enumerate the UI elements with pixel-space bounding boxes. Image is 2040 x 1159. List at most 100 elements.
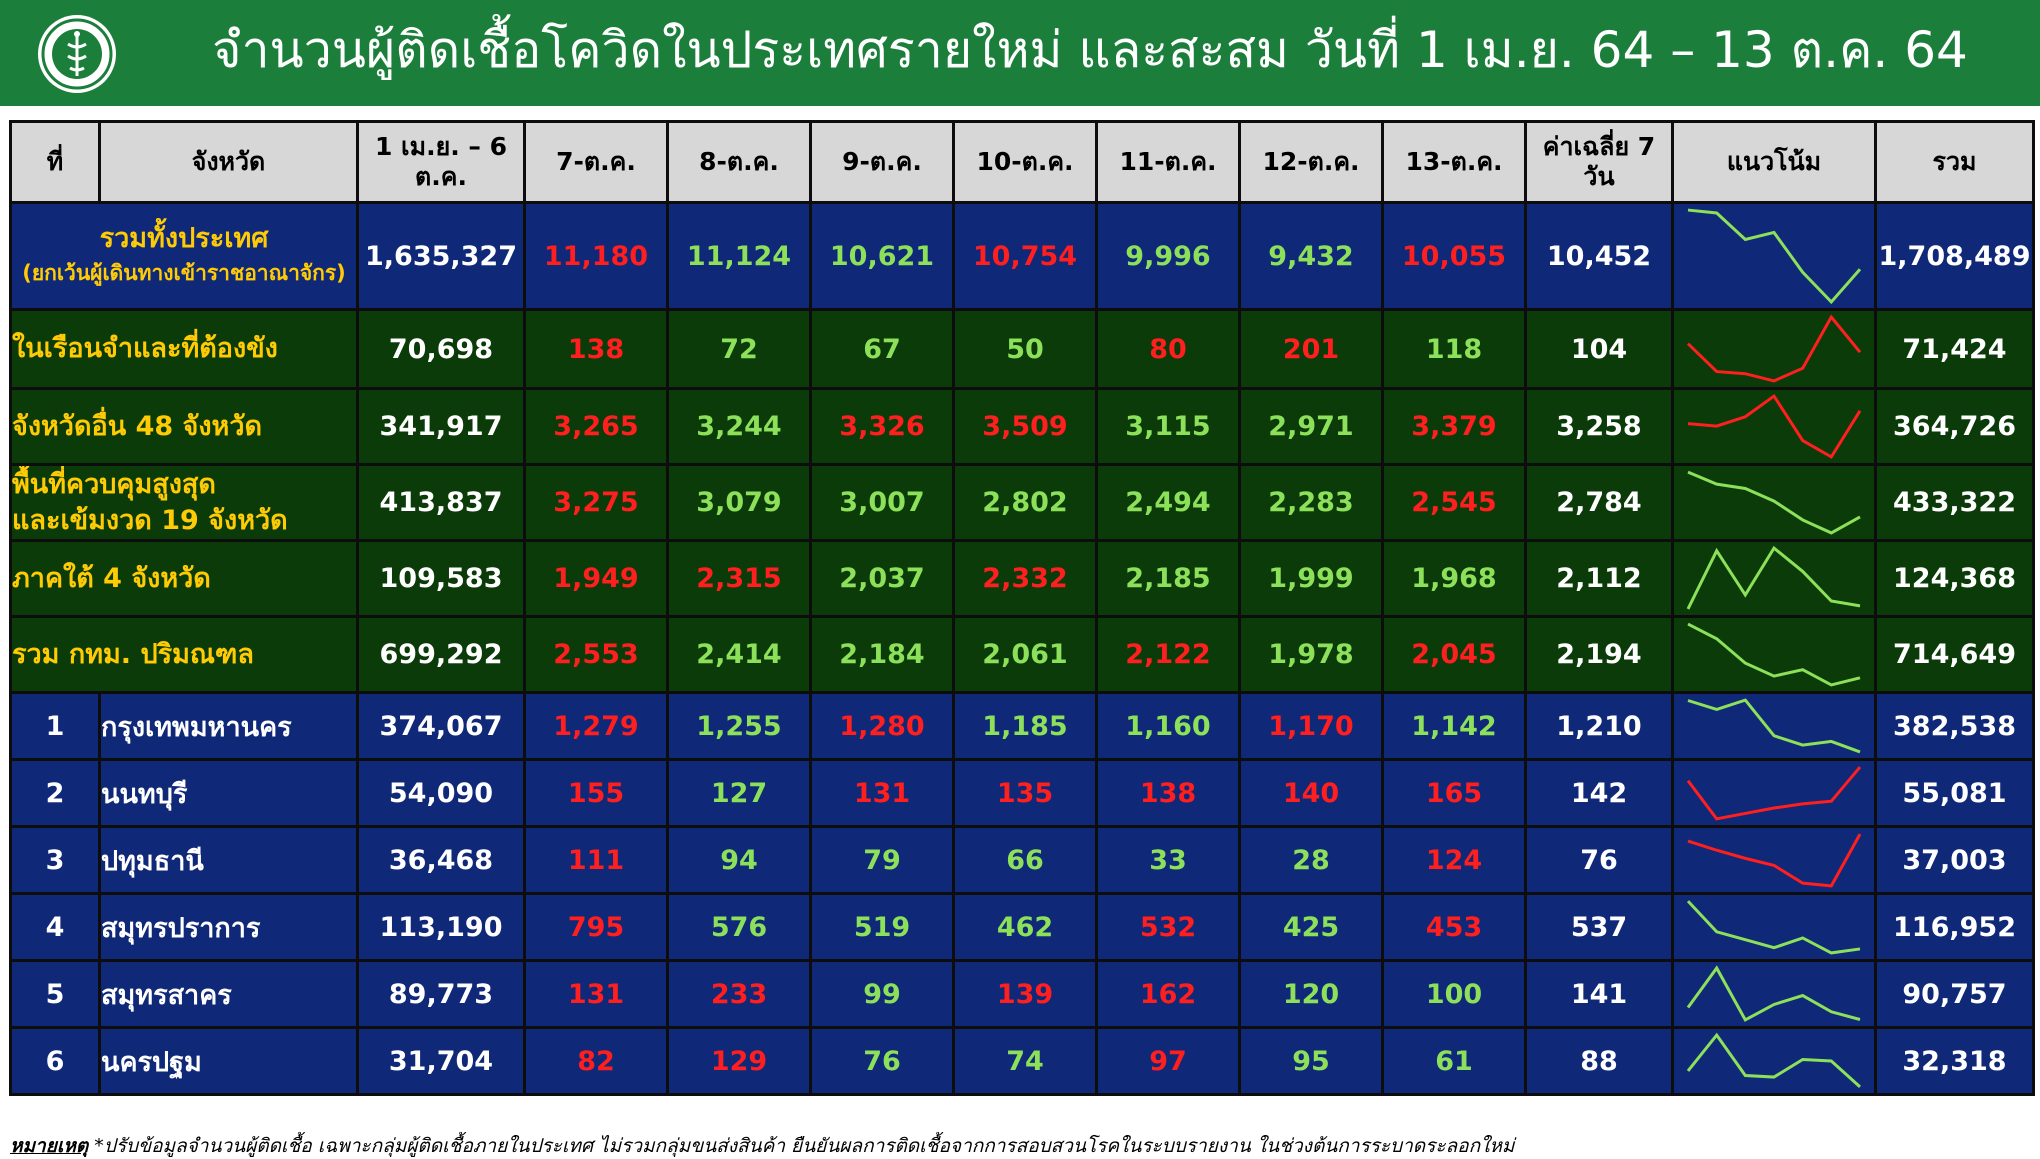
trend-line xyxy=(1688,472,1860,533)
trend-line xyxy=(1688,834,1860,886)
daily-value: 2,184 xyxy=(809,615,955,694)
daily-value: 155 xyxy=(523,758,669,828)
cumulative-value: 341,917 xyxy=(356,387,526,466)
daily-value: 3,509 xyxy=(952,387,1098,466)
daily-value: 10,754 xyxy=(952,201,1098,311)
col-header-day: 7-ต.ค. xyxy=(523,120,669,204)
daily-value: 33 xyxy=(1095,825,1241,895)
daily-value: 2,971 xyxy=(1238,387,1384,466)
trend-sparkline xyxy=(1674,962,1874,1026)
avg7-value: 1,210 xyxy=(1524,691,1674,761)
daily-value: 135 xyxy=(952,758,1098,828)
daily-value: 50 xyxy=(952,308,1098,390)
col-header-cumulative: 1 เม.ย. – 6 ต.ค. xyxy=(356,120,526,204)
daily-value: 3,275 xyxy=(523,463,669,542)
summary-row: ในเรือนจำและที่ต้องขัง 70,698 138 72 67 50 80 2… xyxy=(9,308,2035,390)
trend-sparkline-cell xyxy=(1671,892,1877,962)
avg7-value: 537 xyxy=(1524,892,1674,962)
row-number: 4 xyxy=(9,892,101,962)
col-header-day: 12-ต.ค. xyxy=(1238,120,1384,204)
trend-line xyxy=(1688,317,1860,381)
province-name: กรุงเทพมหานคร xyxy=(98,691,359,761)
row-label-line: พื้นที่ควบคุมสูงสุด xyxy=(12,468,216,500)
daily-value: 9,432 xyxy=(1238,201,1384,311)
daily-value: 2,332 xyxy=(952,539,1098,618)
ministry-logo xyxy=(38,15,116,93)
trend-line xyxy=(1688,624,1860,685)
daily-value: 124 xyxy=(1381,825,1527,895)
row-number: 5 xyxy=(9,959,101,1029)
trend-line xyxy=(1688,396,1860,457)
avg7-value: 3,258 xyxy=(1524,387,1674,466)
daily-value: 66 xyxy=(952,825,1098,895)
daily-value: 2,545 xyxy=(1381,463,1527,542)
trend-sparkline-cell xyxy=(1671,1026,1877,1096)
avg7-value: 142 xyxy=(1524,758,1674,828)
trend-sparkline-cell xyxy=(1671,201,1877,311)
trend-sparkline xyxy=(1674,694,1874,758)
row-label: ภาคใต้ 4 จังหวัด xyxy=(9,539,359,618)
row-number: 1 xyxy=(9,691,101,761)
daily-value: 532 xyxy=(1095,892,1241,962)
daily-value: 1,968 xyxy=(1381,539,1527,618)
daily-value: 425 xyxy=(1238,892,1384,962)
total-value: 116,952 xyxy=(1874,892,2035,962)
daily-value: 9,996 xyxy=(1095,201,1241,311)
daily-value: 99 xyxy=(809,959,955,1029)
daily-value: 1,185 xyxy=(952,691,1098,761)
total-value: 124,368 xyxy=(1874,539,2035,618)
daily-value: 61 xyxy=(1381,1026,1527,1096)
cumulative-value: 70,698 xyxy=(356,308,526,390)
daily-value: 3,265 xyxy=(523,387,669,466)
total-value: 714,649 xyxy=(1874,615,2035,694)
daily-value: 2,045 xyxy=(1381,615,1527,694)
daily-value: 118 xyxy=(1381,308,1527,390)
daily-value: 138 xyxy=(1095,758,1241,828)
cumulative-value: 413,837 xyxy=(356,463,526,542)
row-number: 2 xyxy=(9,758,101,828)
trend-sparkline xyxy=(1674,828,1874,892)
summary-row: พื้นที่ควบคุมสูงสุด และเข้มงวด 19 จังหวัด… xyxy=(9,463,2035,542)
daily-value: 795 xyxy=(523,892,669,962)
trend-line xyxy=(1688,210,1860,302)
avg7-value: 141 xyxy=(1524,959,1674,1029)
daily-value: 131 xyxy=(809,758,955,828)
daily-value: 2,122 xyxy=(1095,615,1241,694)
avg7-value: 76 xyxy=(1524,825,1674,895)
trend-sparkline-cell xyxy=(1671,825,1877,895)
daily-value: 11,124 xyxy=(666,201,812,311)
summary-row: รวมทั้งประเทศ (ยกเว้นผู้เดินทางเข้าราชอาณ… xyxy=(9,201,2035,311)
trend-sparkline-cell xyxy=(1671,387,1877,466)
daily-value: 1,170 xyxy=(1238,691,1384,761)
daily-value: 162 xyxy=(1095,959,1241,1029)
col-header-day: 10-ต.ค. xyxy=(952,120,1098,204)
trend-sparkline-cell xyxy=(1671,539,1877,618)
row-label: พื้นที่ควบคุมสูงสุด และเข้มงวด 19 จังหวัด xyxy=(9,463,359,542)
daily-value: 139 xyxy=(952,959,1098,1029)
cumulative-value: 113,190 xyxy=(356,892,526,962)
cumulative-value: 1,635,327 xyxy=(356,201,526,311)
province-name: นนทบุรี xyxy=(98,758,359,828)
daily-value: 131 xyxy=(523,959,669,1029)
trend-line xyxy=(1688,700,1860,752)
daily-value: 2,414 xyxy=(666,615,812,694)
avg7-value: 2,784 xyxy=(1524,463,1674,542)
col-header-day: 8-ต.ค. xyxy=(666,120,812,204)
daily-value: 3,079 xyxy=(666,463,812,542)
summary-row: ภาคใต้ 4 จังหวัด 109,583 1,949 2,315 2,037 2,… xyxy=(9,539,2035,618)
avg7-value: 104 xyxy=(1524,308,1674,390)
page-title: จำนวนผู้ติดเชื้อโควิดในประเทศรายใหม่ และ… xyxy=(212,21,1968,79)
daily-value: 1,999 xyxy=(1238,539,1384,618)
trend-sparkline xyxy=(1674,204,1874,308)
avg7-value: 2,112 xyxy=(1524,539,1674,618)
daily-value: 2,802 xyxy=(952,463,1098,542)
row-label-cell: รวมทั้งประเทศ (ยกเว้นผู้เดินทางเข้าราชอาณ… xyxy=(9,201,359,311)
daily-value: 97 xyxy=(1095,1026,1241,1096)
daily-value: 100 xyxy=(1381,959,1527,1029)
daily-value: 3,007 xyxy=(809,463,955,542)
col-header-avg7: ค่าเฉลี่ย 7 วัน xyxy=(1524,120,1674,204)
daily-value: 10,055 xyxy=(1381,201,1527,311)
trend-sparkline xyxy=(1674,895,1874,959)
daily-value: 3,115 xyxy=(1095,387,1241,466)
footnote-label: หมายเหตุ xyxy=(10,1135,89,1157)
